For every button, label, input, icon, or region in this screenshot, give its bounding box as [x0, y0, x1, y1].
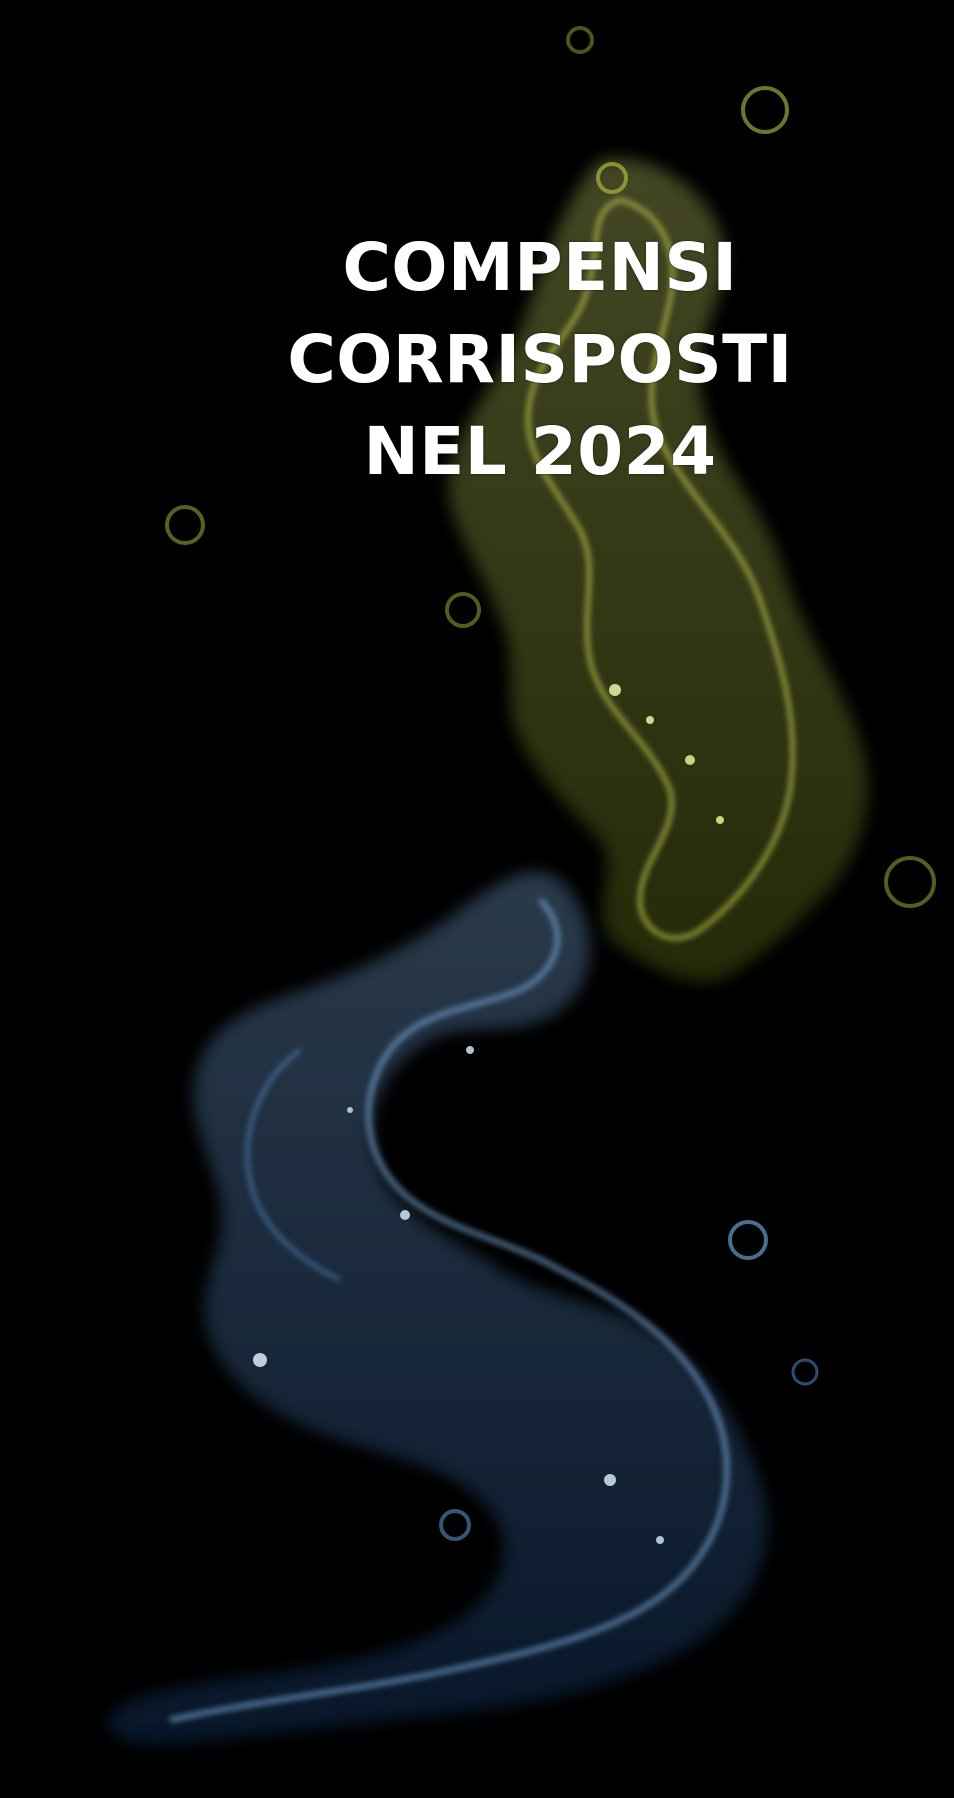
- blue-splash: [108, 871, 819, 1745]
- title-line-2: CORRISPOSTI: [287, 321, 793, 398]
- title-line-3: NEL 2024: [363, 413, 717, 490]
- page-title: COMPENSI CORRISPOSTI NEL 2024: [240, 222, 840, 498]
- title-line-1: COMPENSI: [342, 229, 738, 306]
- yellow-splash: [165, 26, 936, 982]
